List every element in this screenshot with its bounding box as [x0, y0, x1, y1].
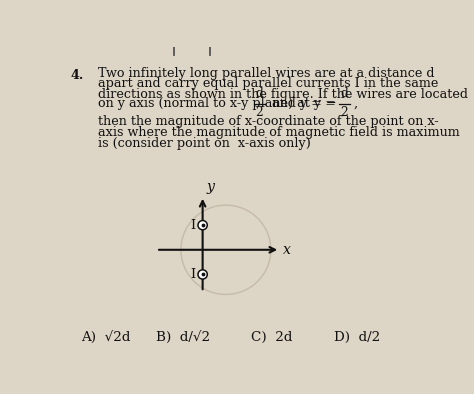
- Text: is (consider point on  x-axis only): is (consider point on x-axis only): [98, 137, 311, 150]
- Text: axis where the magnitude of magnetic field is maximum: axis where the magnitude of magnetic fie…: [98, 126, 460, 139]
- Text: B)  d/√2: B) d/√2: [156, 331, 210, 344]
- Text: d: d: [255, 87, 263, 100]
- Text: and y = −: and y = −: [272, 97, 336, 110]
- Text: on y axis (normal to x-y plane) at y =: on y axis (normal to x-y plane) at y =: [98, 97, 336, 110]
- Text: apart and carry equal parallel currents I in the same: apart and carry equal parallel currents …: [98, 77, 438, 90]
- Text: directions as shown in the figure. If the wires are located: directions as shown in the figure. If th…: [98, 88, 468, 101]
- Text: y: y: [207, 180, 215, 194]
- Text: Two infinitely long parallel wires are at a distance d: Two infinitely long parallel wires are a…: [98, 67, 435, 80]
- Circle shape: [198, 270, 207, 279]
- Text: I: I: [191, 268, 196, 281]
- Text: 4.: 4.: [70, 69, 83, 82]
- Text: A)  √2d: A) √2d: [81, 331, 130, 344]
- Circle shape: [198, 221, 207, 230]
- Text: ,: ,: [354, 97, 358, 110]
- Text: 2: 2: [341, 106, 348, 119]
- Text: I: I: [191, 219, 196, 232]
- Text: D)  d/2: D) d/2: [334, 331, 381, 344]
- Text: 2: 2: [255, 106, 263, 119]
- Text: x: x: [283, 243, 291, 257]
- Text: then the magnitude of x-coordinate of the point on x-: then the magnitude of x-coordinate of th…: [98, 115, 438, 128]
- Text: C)  2d: C) 2d: [251, 331, 293, 344]
- Text: d: d: [341, 87, 348, 100]
